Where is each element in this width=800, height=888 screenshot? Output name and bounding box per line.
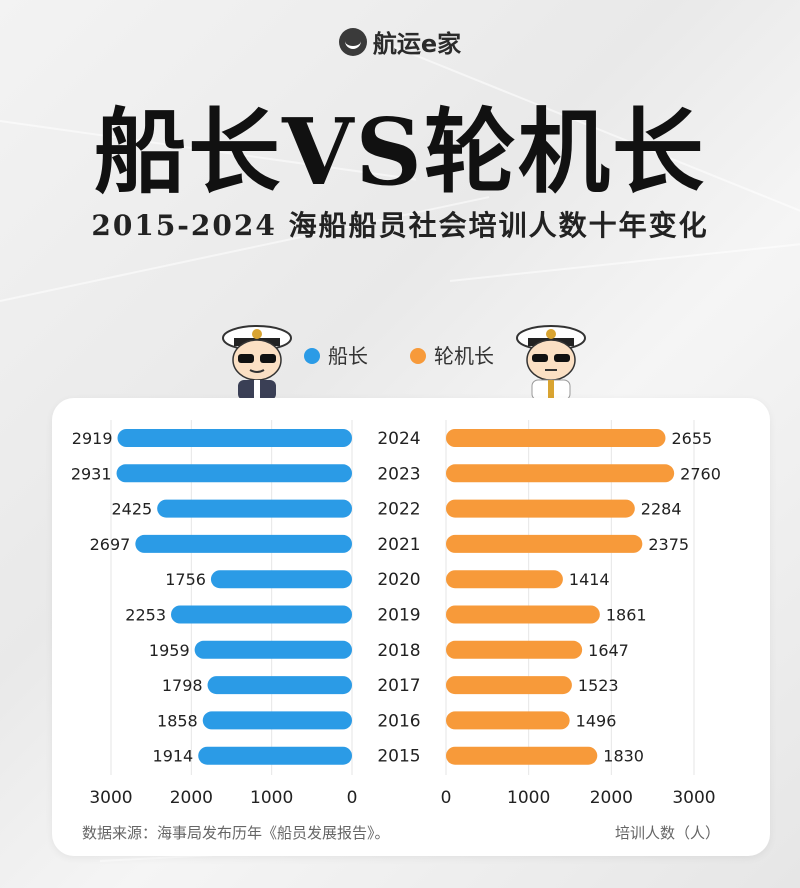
left-axis-tick-label: 1000 [250,788,293,808]
ship-logo-icon [338,28,367,56]
year-label: 2020 [377,570,420,590]
chief-engineer-bar [446,570,563,589]
brand-header: 航运e家 [0,24,800,59]
year-label: 2021 [377,535,420,555]
chief-engineer-bar [446,605,600,624]
chief-engineer-bar [446,640,583,659]
chief-engineer-value-label: 2375 [648,535,689,554]
chief-engineer-value-label: 1830 [603,747,644,766]
year-label: 2018 [377,641,420,661]
left-axis-tick-label: 3000 [89,788,132,808]
captain-bar [194,640,352,659]
captain-bar [117,429,352,447]
captain-bar [116,464,352,483]
chief-engineer-value-label: 1647 [588,641,629,660]
chief-engineer-value-label: 2760 [680,464,721,483]
right-axis-tick-label: 2000 [590,788,633,808]
page-subtitle: 2015-2024 海船船员社会培训人数十年变化 [91,209,709,242]
legend-dot-icon [304,347,320,364]
legend-dot-icon [410,347,426,364]
captain-value-label: 2425 [111,500,152,519]
chief-engineer-value-label: 2655 [671,429,712,448]
right-axis-tick-label: 1000 [507,788,550,808]
unit-label: 培训人数（人） [614,824,720,842]
chief-engineer-bar [446,534,643,553]
year-label: 2024 [377,429,420,449]
year-label: 2017 [377,676,420,696]
chief-engineer-bar [446,464,675,483]
right-axis-tick-label: 3000 [672,788,715,808]
legend-chief-engineer: 轮机长 [410,340,494,369]
captain-bar [202,711,352,730]
captain-bar [157,499,352,518]
left-axis-tick-label: 0 [347,788,358,808]
chief-engineer-value-label: 1496 [576,711,617,730]
chief-engineer-value-label: 1523 [578,676,619,695]
captain-value-label: 2253 [125,606,166,625]
chief-engineer-bar [446,746,598,765]
captain-bar [207,676,352,695]
year-label: 2019 [377,606,420,626]
left-axis-tick-label: 2000 [170,788,213,808]
captain-bar [198,746,352,765]
captain-bar [171,605,352,624]
captain-value-label: 1914 [153,747,194,766]
right-axis-tick-label: 0 [441,788,452,808]
chief-engineer-bar [446,676,572,695]
captain-value-label: 1798 [162,676,203,695]
captain-value-label: 2697 [90,535,131,554]
legend-label: 轮机长 [434,344,494,368]
year-label: 2023 [377,464,420,484]
page-title: 船长VS轮机长 [94,98,706,206]
chief-engineer-value-label: 1861 [606,606,647,625]
captain-value-label: 2931 [71,464,112,483]
chief-engineer-bar [446,499,635,518]
captain-value-label: 1959 [149,641,190,660]
data-source-note: 数据来源：海事局发布历年《船员发展报告》。 [82,824,390,842]
captain-mascot-icon [222,325,292,400]
chief-engineer-bar [446,429,666,447]
captain-bar [135,534,352,553]
captain-value-label: 2919 [72,429,113,448]
year-label: 2015 [377,747,420,767]
chief-engineer-bar [446,711,570,730]
year-label: 2022 [377,500,420,520]
legend-captain: 船长 [304,340,368,369]
chief-engineer-value-label: 1414 [569,570,610,589]
captain-value-label: 1756 [165,570,206,589]
captain-bar [210,570,352,589]
captain-value-label: 1858 [157,711,198,730]
chief-engineer-mascot-icon [516,325,586,401]
chief-engineer-value-label: 2284 [641,500,682,519]
brand-name: 航运e家 [372,30,462,58]
legend-label: 船长 [328,344,368,368]
year-label: 2016 [377,711,420,731]
